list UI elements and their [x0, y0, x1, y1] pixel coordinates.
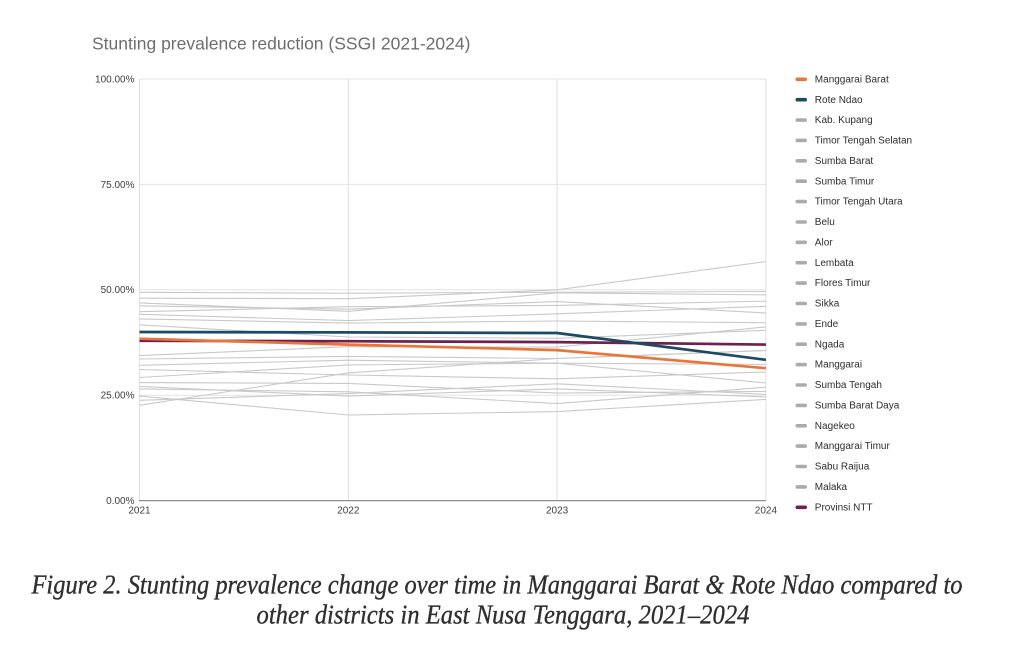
svg-text:2024: 2024: [755, 506, 778, 517]
svg-text:Stunting prevalence reduction: Stunting prevalence reduction (SSGI 2021…: [92, 34, 470, 54]
svg-text:50.00%: 50.00%: [101, 285, 135, 296]
svg-text:other districts in East Nusa T: other districts in East Nusa Tenggara, 2…: [257, 599, 750, 630]
svg-text:Provinsi NTT: Provinsi NTT: [815, 502, 873, 513]
svg-text:75.00%: 75.00%: [101, 180, 135, 191]
svg-text:Timor Tengah Utara: Timor Tengah Utara: [815, 197, 903, 208]
svg-text:Nagekeo: Nagekeo: [815, 421, 855, 432]
svg-text:Rote Ndao: Rote Ndao: [815, 95, 863, 106]
svg-text:Sabu Raijua: Sabu Raijua: [815, 462, 870, 473]
svg-text:Manggarai Timur: Manggarai Timur: [815, 441, 891, 452]
svg-text:Alor: Alor: [815, 237, 833, 248]
svg-text:2022: 2022: [337, 506, 360, 517]
svg-text:Sumba Barat: Sumba Barat: [815, 156, 874, 167]
svg-text:Sumba Timur: Sumba Timur: [815, 176, 875, 187]
svg-text:0.00%: 0.00%: [106, 496, 134, 507]
svg-text:Flores Timur: Flores Timur: [815, 278, 871, 289]
svg-text:100.00%: 100.00%: [95, 74, 135, 85]
svg-text:Kab. Kupang: Kab. Kupang: [815, 115, 873, 126]
svg-text:2023: 2023: [546, 506, 569, 517]
svg-text:2021: 2021: [128, 506, 151, 517]
svg-text:Manggarai Barat: Manggarai Barat: [815, 74, 889, 85]
svg-text:Lembata: Lembata: [815, 258, 854, 269]
svg-text:Sumba Tengah: Sumba Tengah: [815, 380, 882, 391]
svg-text:Malaka: Malaka: [815, 482, 848, 493]
svg-text:Manggarai: Manggarai: [815, 360, 862, 371]
svg-text:Ngada: Ngada: [815, 339, 845, 350]
svg-text:Belu: Belu: [815, 217, 835, 228]
svg-text:Sikka: Sikka: [815, 299, 840, 310]
svg-text:Sumba Barat Daya: Sumba Barat Daya: [815, 401, 900, 412]
svg-text:Figure 2. Stunting prevalence: Figure 2. Stunting prevalence change ove…: [31, 569, 963, 600]
svg-text:Ende: Ende: [815, 319, 839, 330]
svg-text:25.00%: 25.00%: [101, 391, 135, 402]
svg-text:Timor Tengah Selatan: Timor Tengah Selatan: [815, 136, 912, 147]
